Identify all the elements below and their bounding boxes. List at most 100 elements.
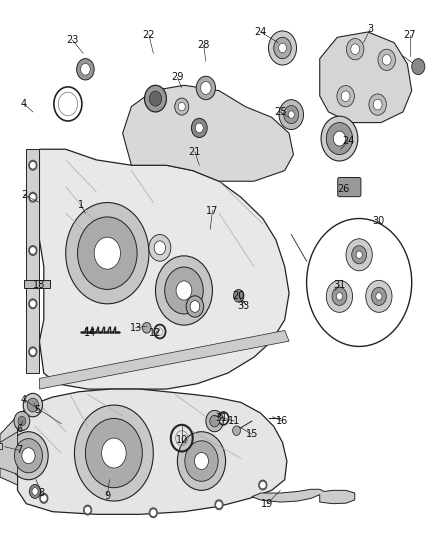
Circle shape: [84, 505, 92, 515]
Circle shape: [23, 393, 42, 417]
Text: 33: 33: [237, 302, 249, 311]
Circle shape: [42, 496, 46, 501]
Circle shape: [307, 219, 412, 346]
Text: 4: 4: [21, 395, 27, 405]
Circle shape: [177, 432, 226, 490]
Text: 15: 15: [246, 430, 258, 439]
Circle shape: [31, 195, 35, 200]
Circle shape: [102, 438, 126, 468]
Circle shape: [333, 131, 346, 146]
Circle shape: [74, 405, 153, 501]
Circle shape: [27, 398, 39, 412]
Polygon shape: [26, 149, 39, 373]
Circle shape: [288, 111, 294, 118]
Text: 24: 24: [342, 136, 354, 146]
Circle shape: [32, 488, 38, 495]
Text: 10: 10: [176, 435, 188, 445]
Text: 22: 22: [143, 30, 155, 39]
Circle shape: [284, 106, 299, 124]
Circle shape: [378, 49, 396, 70]
Circle shape: [155, 256, 212, 325]
Circle shape: [279, 43, 286, 53]
Circle shape: [326, 123, 353, 155]
Circle shape: [165, 267, 203, 314]
Circle shape: [195, 123, 203, 133]
Text: 29: 29: [171, 72, 184, 82]
Circle shape: [382, 54, 391, 65]
Circle shape: [29, 192, 37, 202]
Text: 13: 13: [130, 323, 142, 333]
Circle shape: [233, 426, 240, 435]
Circle shape: [233, 289, 244, 302]
Circle shape: [29, 299, 37, 309]
Text: 12: 12: [149, 328, 162, 338]
Text: 5: 5: [34, 406, 40, 415]
Circle shape: [369, 94, 386, 115]
Circle shape: [336, 293, 343, 300]
Text: 6: 6: [17, 424, 23, 434]
Circle shape: [31, 349, 35, 354]
Polygon shape: [0, 443, 2, 449]
Circle shape: [145, 85, 166, 112]
Text: 25: 25: [274, 107, 286, 117]
Text: 31: 31: [215, 414, 227, 423]
Circle shape: [341, 91, 350, 101]
Polygon shape: [123, 85, 293, 181]
Text: 16: 16: [276, 416, 289, 426]
Circle shape: [412, 59, 425, 75]
Circle shape: [149, 235, 171, 261]
Circle shape: [14, 439, 42, 473]
Circle shape: [373, 99, 382, 110]
Circle shape: [29, 246, 37, 255]
Circle shape: [149, 91, 162, 106]
Circle shape: [175, 98, 189, 115]
Text: 23: 23: [66, 35, 78, 45]
Text: 31: 31: [333, 280, 346, 290]
Circle shape: [366, 280, 392, 312]
Polygon shape: [24, 280, 50, 288]
Circle shape: [186, 296, 204, 317]
Circle shape: [352, 246, 367, 264]
Text: 1: 1: [78, 200, 84, 210]
Circle shape: [40, 494, 48, 503]
Text: 21: 21: [189, 147, 201, 157]
Text: 4: 4: [21, 99, 27, 109]
Circle shape: [190, 301, 200, 312]
Circle shape: [85, 418, 142, 488]
Polygon shape: [39, 330, 289, 389]
Circle shape: [326, 280, 353, 312]
Polygon shape: [18, 389, 287, 514]
Text: 30: 30: [373, 216, 385, 226]
Circle shape: [279, 100, 304, 130]
Circle shape: [201, 82, 211, 94]
Circle shape: [22, 448, 35, 464]
Circle shape: [9, 432, 48, 480]
Circle shape: [151, 510, 155, 515]
Circle shape: [217, 502, 221, 507]
Polygon shape: [0, 416, 18, 485]
Circle shape: [31, 163, 35, 168]
Circle shape: [196, 76, 215, 100]
Text: 8: 8: [39, 488, 45, 498]
Text: 17: 17: [206, 206, 219, 215]
Circle shape: [85, 507, 90, 513]
Circle shape: [215, 500, 223, 510]
Circle shape: [29, 484, 41, 498]
Text: 18: 18: [33, 280, 46, 290]
Circle shape: [178, 102, 185, 111]
Polygon shape: [39, 149, 289, 389]
Circle shape: [351, 44, 360, 54]
Circle shape: [210, 415, 219, 427]
Circle shape: [356, 251, 362, 259]
Circle shape: [346, 239, 372, 271]
Text: 28: 28: [198, 41, 210, 50]
Circle shape: [185, 441, 218, 481]
Text: 7: 7: [17, 446, 23, 455]
Circle shape: [274, 37, 291, 59]
Circle shape: [29, 160, 37, 170]
Circle shape: [332, 287, 347, 305]
Text: 2: 2: [21, 190, 27, 199]
Text: 20: 20: [233, 291, 245, 301]
Circle shape: [94, 237, 120, 269]
Circle shape: [261, 482, 265, 488]
